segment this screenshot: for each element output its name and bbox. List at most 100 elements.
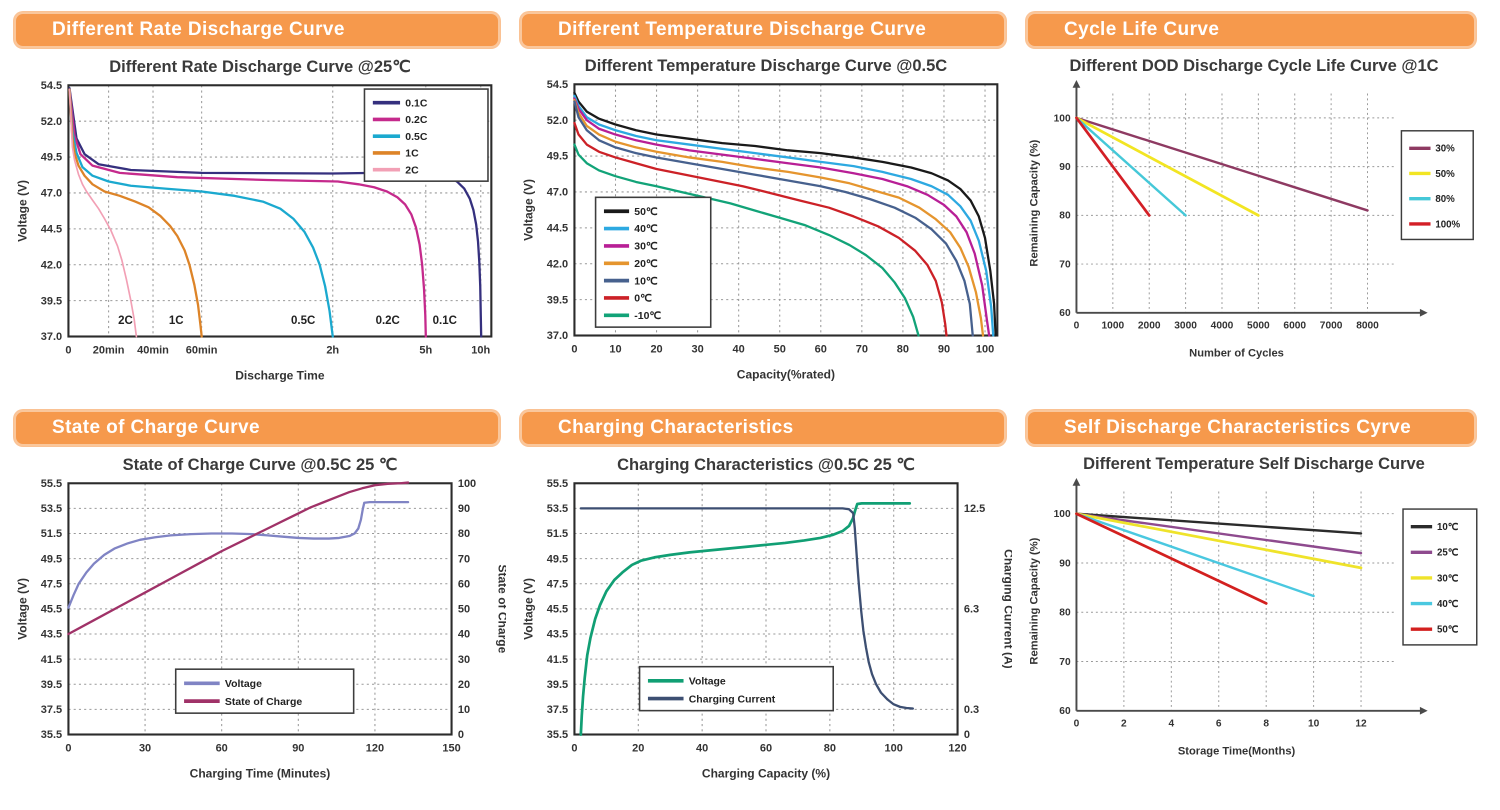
x-tick-label: 1000 [1102,320,1125,331]
right-y-tick-label: 80 [458,528,470,540]
y-tick-label: 60 [1059,706,1071,717]
x-tick-label: 30 [139,742,151,754]
y-axis-label: Voltage (V) [522,578,536,640]
series-line-25C [1075,512,1363,555]
x-tick-label: 2h [326,344,339,356]
plot-frame [573,482,959,736]
y-axis-arrow-icon [1072,79,1081,88]
series-line-40C [573,94,995,337]
x-axis-label: Capacity(%rated) [737,367,835,381]
right-y-axis-label: State of Charge [496,564,506,653]
legend: Voltage Charging Current [638,665,835,712]
chart-title-self-discharge: Different Temperature Self Discharge Cur… [1083,455,1425,473]
y-tick-label: 80 [1059,211,1071,222]
right-y-tick-label: 6.3 [964,604,979,616]
y-tick-label: 37.0 [41,331,62,343]
legend-label: 0.5C [405,132,428,143]
x-tick-label: 60 [760,742,772,754]
x-tick-label: 8 [1263,718,1269,729]
legend-label: -10℃ [634,311,661,322]
x-axis-label: Charging Time (Minutes) [190,766,331,780]
y-tick-label: 90 [1059,162,1071,173]
panel-cycle-life: Cycle Life Curve Different DOD Discharge… [1026,12,1482,404]
y-tick-label: 39.5 [41,679,62,691]
panel-temperature-discharge: Different Temperature Discharge Curve Di… [520,12,1012,404]
plot-area: 0 20 40 60 80 100 120 55.5 53.5 51.5 49.5 47.5 45.5 4… [522,478,1012,780]
legend-label: State of Charge [225,697,302,708]
y-tick-label: 49.5 [41,553,62,565]
x-tick-label: 7000 [1320,320,1343,331]
x-tick-label: 2 [1121,718,1127,729]
plot-area: 0 10 20 30 40 50 60 70 80 90 100 54.5 52.0 49.5 47.0 44… [522,79,999,381]
legend-label: 50℃ [634,207,657,218]
chart-temperature-discharge: 0 10 20 30 40 50 60 70 80 90 100 54.5 52.0 49.5 47.0 44… [522,79,999,381]
plot-frame [573,83,999,337]
right-y-tick-label: 50 [458,604,470,616]
plot-area: 0 2 4 6 8 10 12 100 90 80 70 60 Storage Time(Months)… [1029,477,1478,757]
y-tick-label: 49.5 [547,553,568,565]
x-tick-label: 8000 [1356,320,1379,331]
banner-label: Different Temperature Discharge Curve [558,19,927,40]
series-line-DOD-30 [1075,116,1369,212]
curve-label: 0.1C [433,315,457,327]
x-tick-label: 100 [976,343,994,355]
series-line-10C [1075,512,1363,535]
banner-self-discharge: Self Discharge Characteristics Cyrve [1026,410,1476,446]
y-tick-label: 49.5 [547,151,568,163]
banner-label: Cycle Life Curve [1064,19,1220,40]
y-tick-label: 35.5 [41,729,62,741]
chart-cycle-life: 0 1000 2000 3000 4000 5000 6000 7000 8000 100 90 80… [1029,79,1474,359]
x-tick-label: 70 [856,343,868,355]
legend-label: 1C [405,149,419,160]
series-line-DOD-80 [1075,116,1187,217]
series-line--10C [573,143,920,337]
right-y-tick-label: 12.5 [964,503,985,515]
x-tick-label: 0 [571,742,577,754]
y-tick-label: 47.0 [41,188,62,200]
x-tick-label: 0 [1074,718,1080,729]
x-tick-label: 0 [65,344,71,356]
y-tick-label: 47.5 [41,578,62,590]
chart-title-charging-characteristics: Charging Characteristics @0.5C 25 ℃ [617,456,915,474]
right-y-tick-label: 0.3 [964,704,979,716]
y-tick-label: 41.5 [547,654,568,666]
curve-label: 2C [118,315,133,327]
right-y-tick-label: 0 [964,729,970,741]
y-tick-label: 53.5 [41,503,62,515]
panel-self-discharge: Self Discharge Characteristics Cyrve Dif… [1026,410,1482,802]
legend-label: 80% [1435,194,1455,205]
y-tick-label: 45.5 [547,604,568,616]
legend-label: 50% [1435,169,1455,180]
right-y-tick-label: 30 [458,654,470,666]
curve-label: 1C [169,315,184,327]
series-line-Voltage [579,502,912,736]
legend-label: 40℃ [634,224,657,235]
x-tick-label: 120 [366,742,384,754]
series-line-DOD-100 [1075,116,1151,217]
y-tick-label: 39.5 [41,295,62,307]
plot-frame [67,84,493,338]
legend-label: 100% [1435,219,1460,230]
series-line-30C [1075,512,1363,570]
series-line-0.2C [68,88,427,338]
legend-box [638,665,835,712]
plot-area: 0 30 60 90 120 150 55.5 53.5 51.5 49.5 47.5 45.5 43.… [16,478,506,780]
x-tick-label: 4000 [1211,320,1234,331]
y-tick-label: 100 [1054,113,1071,124]
legend-label: 2C [405,165,419,176]
series-line-10C [573,100,974,337]
y-axis-label: Remaining Capacity (%) [1029,139,1041,266]
banner-label: Different Rate Discharge Curve [52,19,345,40]
legend-label: 0.1C [405,98,428,109]
banner-state-of-charge: State of Charge Curve [14,410,500,446]
banner-cycle-life: Cycle Life Curve [1026,12,1476,48]
legend: 10℃ 25℃ 30℃ 40℃ 50℃ [1402,508,1478,646]
x-tick-label: 10 [609,343,621,355]
y-tick-label: 54.5 [547,79,568,91]
legend-box [174,668,355,714]
series-line-1C [68,88,203,338]
y-tick-label: 55.5 [41,478,62,490]
right-y-tick-label: 40 [458,629,470,641]
series-line-Charging Current [579,507,915,710]
